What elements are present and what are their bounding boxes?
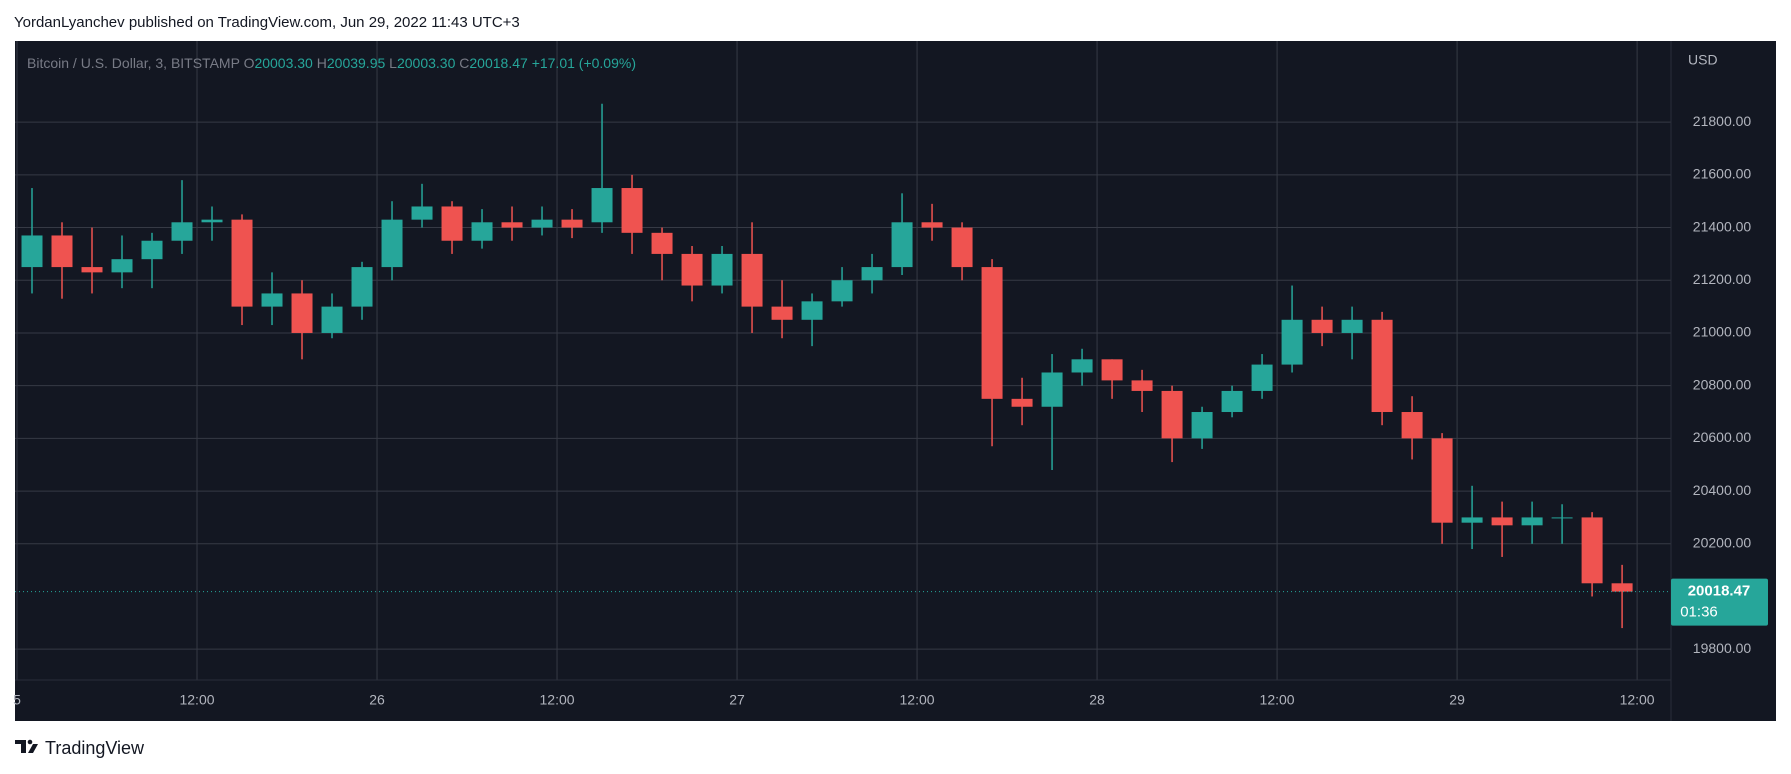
legend-close: 20018.47 (469, 55, 528, 71)
x-tick-label: 28 (1089, 692, 1105, 708)
y-tick-label: 21600.00 (1693, 166, 1752, 182)
candle-body (501, 222, 523, 228)
legend-symbol: Bitcoin / U.S. Dollar, 3, BITSTAMP (27, 55, 240, 71)
candle-body (231, 219, 253, 307)
candle-body (771, 306, 793, 320)
x-tick-label: 26 (369, 692, 385, 708)
candle-body (1371, 319, 1393, 413)
candle-body (471, 222, 493, 241)
candle-body (1041, 372, 1063, 407)
tradingview-logo (15, 739, 38, 753)
y-tick-label: 19800.00 (1693, 640, 1752, 656)
candle-body (591, 188, 613, 223)
candle-body (1611, 583, 1633, 592)
candle-body (1491, 517, 1513, 526)
y-tick-label: 21800.00 (1693, 113, 1752, 129)
candle-body (381, 219, 403, 268)
candle-body (21, 235, 43, 268)
chart-pane (15, 41, 1776, 721)
y-tick-label: 20200.00 (1693, 534, 1752, 550)
candle-body (141, 240, 163, 260)
candle-body (291, 293, 313, 333)
x-tick-label: 27 (729, 692, 745, 708)
candle-body (1341, 319, 1363, 333)
y-tick-label: 20800.00 (1693, 376, 1752, 392)
candle-body (1071, 359, 1093, 373)
candle-body (351, 267, 373, 307)
y-tick-label: 20400.00 (1693, 482, 1752, 498)
legend: Bitcoin / U.S. Dollar, 3, BITSTAMP O2000… (27, 55, 636, 71)
legend-low: 20003.30 (397, 55, 456, 71)
last-price-label: 20018.47 (1688, 583, 1751, 600)
candle-body (1131, 380, 1153, 391)
legend-change: +17.01 (+0.09%) (532, 55, 636, 71)
candle-body (561, 219, 583, 228)
candle-body (861, 267, 883, 281)
candle-body (1191, 412, 1213, 439)
candle-body (261, 293, 283, 307)
legend-high: 20039.95 (327, 55, 386, 71)
y-tick-label: 20600.00 (1693, 429, 1752, 445)
candle-body (711, 253, 733, 286)
candle-body (81, 267, 103, 273)
candle-body (1551, 517, 1573, 519)
x-tick-label: 12:00 (540, 692, 575, 708)
brand-name: TradingView (45, 738, 145, 758)
candle-body (1221, 390, 1243, 413)
x-tick-label: 29 (1449, 692, 1465, 708)
last-price-box (1671, 578, 1768, 626)
candle-body (1401, 412, 1423, 439)
candle-body (51, 235, 73, 268)
candle-body (171, 222, 193, 241)
candle-countdown: 01:36 (1680, 604, 1718, 621)
candle-body (111, 259, 133, 273)
candle-body (831, 280, 853, 302)
legend-open-label: O (244, 55, 255, 71)
x-tick-label: 12:00 (900, 692, 935, 708)
candle-body (411, 206, 433, 220)
x-tick-label: 12:00 (1260, 692, 1295, 708)
x-tick-label: 5 (13, 692, 21, 708)
legend-high-label: H (317, 55, 327, 71)
candle-body (531, 219, 553, 228)
candle-body (1161, 390, 1183, 439)
candle-body (441, 206, 463, 241)
candle-body (1251, 364, 1273, 391)
candle-body (1461, 517, 1483, 523)
candle-body (1311, 319, 1333, 333)
candle-body (921, 222, 943, 228)
candle-body (951, 227, 973, 268)
candle-body (981, 267, 1003, 399)
candle-body (1581, 517, 1603, 584)
legend-open: 20003.30 (254, 55, 313, 71)
candles (21, 103, 1633, 629)
grid (15, 41, 1671, 680)
candle-body (651, 232, 673, 254)
x-tick-label: 12:00 (179, 692, 214, 708)
y-tick-label: 21200.00 (1693, 271, 1752, 287)
x-tick-label: 12:00 (1620, 692, 1655, 708)
publish-header: YordanLyanchev published on TradingView.… (14, 14, 520, 31)
y-tick-label: 21000.00 (1693, 324, 1752, 340)
currency-label: USD (1688, 52, 1718, 68)
candle-body (321, 306, 343, 333)
y-tick-label: 21400.00 (1693, 218, 1752, 234)
candle-body (891, 222, 913, 268)
candle-body (1281, 319, 1303, 365)
candle-body (621, 188, 643, 233)
candle-body (1521, 517, 1543, 526)
candle-body (1431, 438, 1453, 523)
legend-low-label: L (389, 55, 397, 71)
candle-body (681, 253, 703, 286)
candle-body (1101, 359, 1123, 381)
candle-body (741, 253, 763, 307)
candle-body (801, 301, 823, 320)
candle-body (201, 219, 223, 223)
candle-body (1011, 398, 1033, 407)
legend-close-label: C (459, 55, 469, 71)
